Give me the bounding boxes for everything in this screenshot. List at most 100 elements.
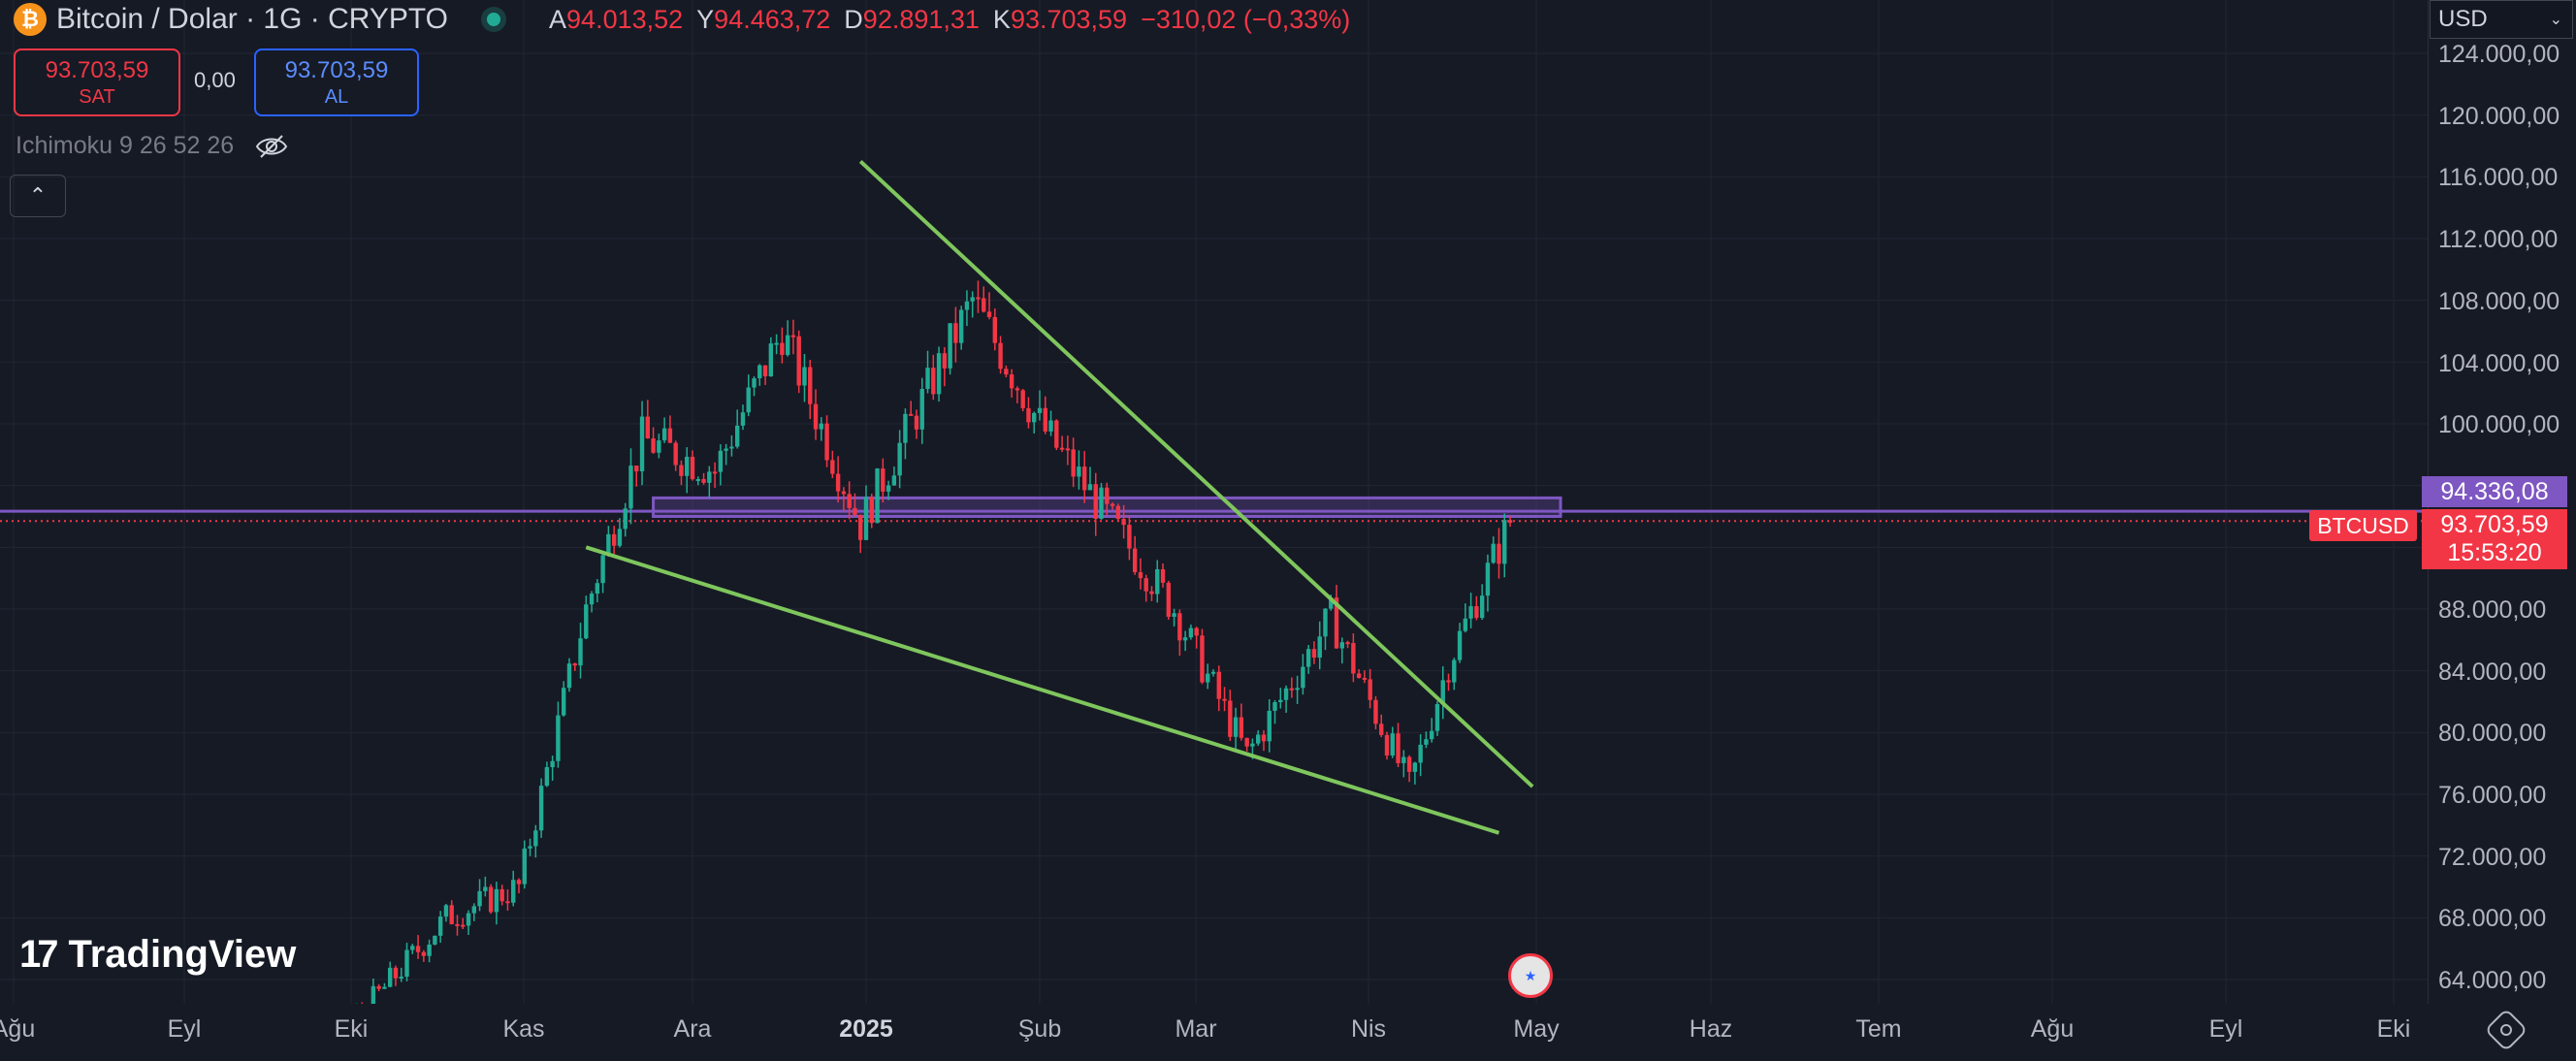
- candle-body: [550, 760, 555, 768]
- candle-body: [1368, 679, 1372, 700]
- price-axis[interactable]: 124.000,00 120.000,00 116.000,00 112.000…: [2428, 0, 2576, 1004]
- candle-body: [651, 438, 656, 453]
- symbol-title[interactable]: Bitcoin / Dolar · 1G · CRYPTO: [56, 3, 449, 35]
- candle-body: [1143, 578, 1148, 592]
- price-tick: 84.000,00: [2438, 659, 2547, 686]
- time-tick: Şub: [1017, 1015, 1062, 1043]
- candle-body: [752, 378, 757, 388]
- close-key: K: [992, 4, 1011, 34]
- candle-body: [1077, 466, 1081, 477]
- candle-body: [461, 924, 466, 927]
- candle-body: [1194, 627, 1199, 636]
- candle-body: [1283, 688, 1289, 700]
- candle-body: [1373, 699, 1378, 724]
- us-flag-event-icon[interactable]: ★: [1508, 953, 1553, 998]
- candle-body: [808, 367, 813, 404]
- candle-body: [1048, 420, 1053, 432]
- candle-body: [387, 967, 393, 987]
- candle-body: [427, 944, 432, 956]
- time-tick: Kas: [502, 1015, 545, 1043]
- candle-body: [1429, 730, 1434, 740]
- high-key: Y: [696, 4, 715, 34]
- candle-body: [437, 916, 443, 936]
- candle-body: [780, 342, 785, 355]
- candle-body: [1054, 420, 1059, 448]
- time-tick: Eyl: [167, 1015, 202, 1043]
- candle-body: [600, 555, 605, 584]
- high-value: 94.463,72: [714, 4, 831, 34]
- currency-label: USD: [2438, 6, 2488, 32]
- buy-label: AL: [324, 85, 349, 108]
- candle-body: [858, 514, 863, 540]
- candle-body: [881, 468, 886, 492]
- candle-body: [538, 786, 544, 831]
- time-tick: Eyl: [2208, 1015, 2243, 1043]
- candle-body: [1379, 723, 1384, 735]
- candle-body: [661, 428, 667, 441]
- chart-canvas[interactable]: [0, 0, 2428, 1004]
- bitcoin-icon: ₿: [14, 3, 47, 36]
- price-tick: 68.000,00: [2438, 905, 2547, 932]
- candle-body: [404, 949, 409, 978]
- candle-body: [1351, 643, 1356, 674]
- candle-body: [1014, 388, 1020, 391]
- candle-body: [986, 311, 992, 317]
- symbol-header: ₿ Bitcoin / Dolar · 1G · CRYPTO A94.013,…: [0, 0, 1350, 39]
- market-status-icon[interactable]: [487, 13, 501, 26]
- candle-body: [611, 533, 617, 546]
- candle-body: [1206, 673, 1210, 683]
- candle-body: [606, 533, 611, 556]
- sell-button[interactable]: 93.703,59 SAT: [14, 48, 180, 116]
- candle-body: [1172, 613, 1176, 617]
- candle-body: [399, 977, 403, 980]
- candle-body: [830, 460, 835, 474]
- candle-body: [1127, 525, 1132, 549]
- candle-body: [623, 508, 628, 530]
- candle-body: [1323, 608, 1328, 637]
- currency-select[interactable]: USD ⌄: [2430, 0, 2573, 39]
- candle-body: [685, 456, 690, 476]
- candle-body: [1384, 734, 1390, 756]
- candle-body: [1401, 756, 1406, 763]
- candle-body: [1301, 666, 1305, 689]
- candle-body: [1233, 717, 1239, 737]
- collapse-legend-button[interactable]: ⌃: [10, 175, 66, 217]
- candle-body: [376, 985, 381, 989]
- candle-body: [471, 906, 477, 914]
- candle-body: [634, 466, 639, 471]
- candle-body: [914, 415, 919, 430]
- buy-button[interactable]: 93.703,59 AL: [254, 48, 419, 116]
- candle-body: [561, 688, 566, 716]
- candle-body: [1160, 568, 1166, 583]
- candle-body: [667, 428, 673, 443]
- candle-body: [589, 594, 595, 605]
- tradingview-logo[interactable]: 17 TradingView: [19, 933, 296, 977]
- candle-body: [556, 715, 561, 761]
- candle-body: [433, 935, 437, 945]
- candle-body: [936, 353, 942, 395]
- candle-body: [1037, 407, 1043, 413]
- candle-body: [690, 456, 695, 480]
- candle-body: [393, 967, 399, 979]
- candle-body: [925, 368, 930, 389]
- candle-body: [819, 423, 824, 430]
- candle-body: [421, 951, 427, 956]
- candle-body: [1485, 563, 1491, 596]
- time-axis[interactable]: Ağu Eyl Eki Kas Ara 2025 Şub Mar Nis May…: [0, 1004, 2576, 1061]
- candle-body: [707, 471, 712, 483]
- time-tick: Eki: [2376, 1015, 2411, 1043]
- candle-body: [1244, 737, 1249, 747]
- candle-body: [1362, 677, 1368, 680]
- candle-body: [1250, 743, 1255, 747]
- candle-body: [740, 412, 746, 426]
- candle-body: [847, 494, 852, 508]
- eye-off-icon[interactable]: [255, 134, 288, 159]
- candle-body: [1440, 680, 1445, 704]
- chart-area[interactable]: ₿ Bitcoin / Dolar · 1G · CRYPTO A94.013,…: [0, 0, 2428, 1004]
- candle-body: [695, 478, 700, 481]
- indicator-legend[interactable]: Ichimoku 9 26 52 26: [16, 132, 288, 160]
- candle-body: [1295, 688, 1300, 691]
- candle-body: [903, 413, 908, 443]
- time-tick: Mar: [1175, 1015, 1217, 1043]
- candle-body: [483, 886, 488, 891]
